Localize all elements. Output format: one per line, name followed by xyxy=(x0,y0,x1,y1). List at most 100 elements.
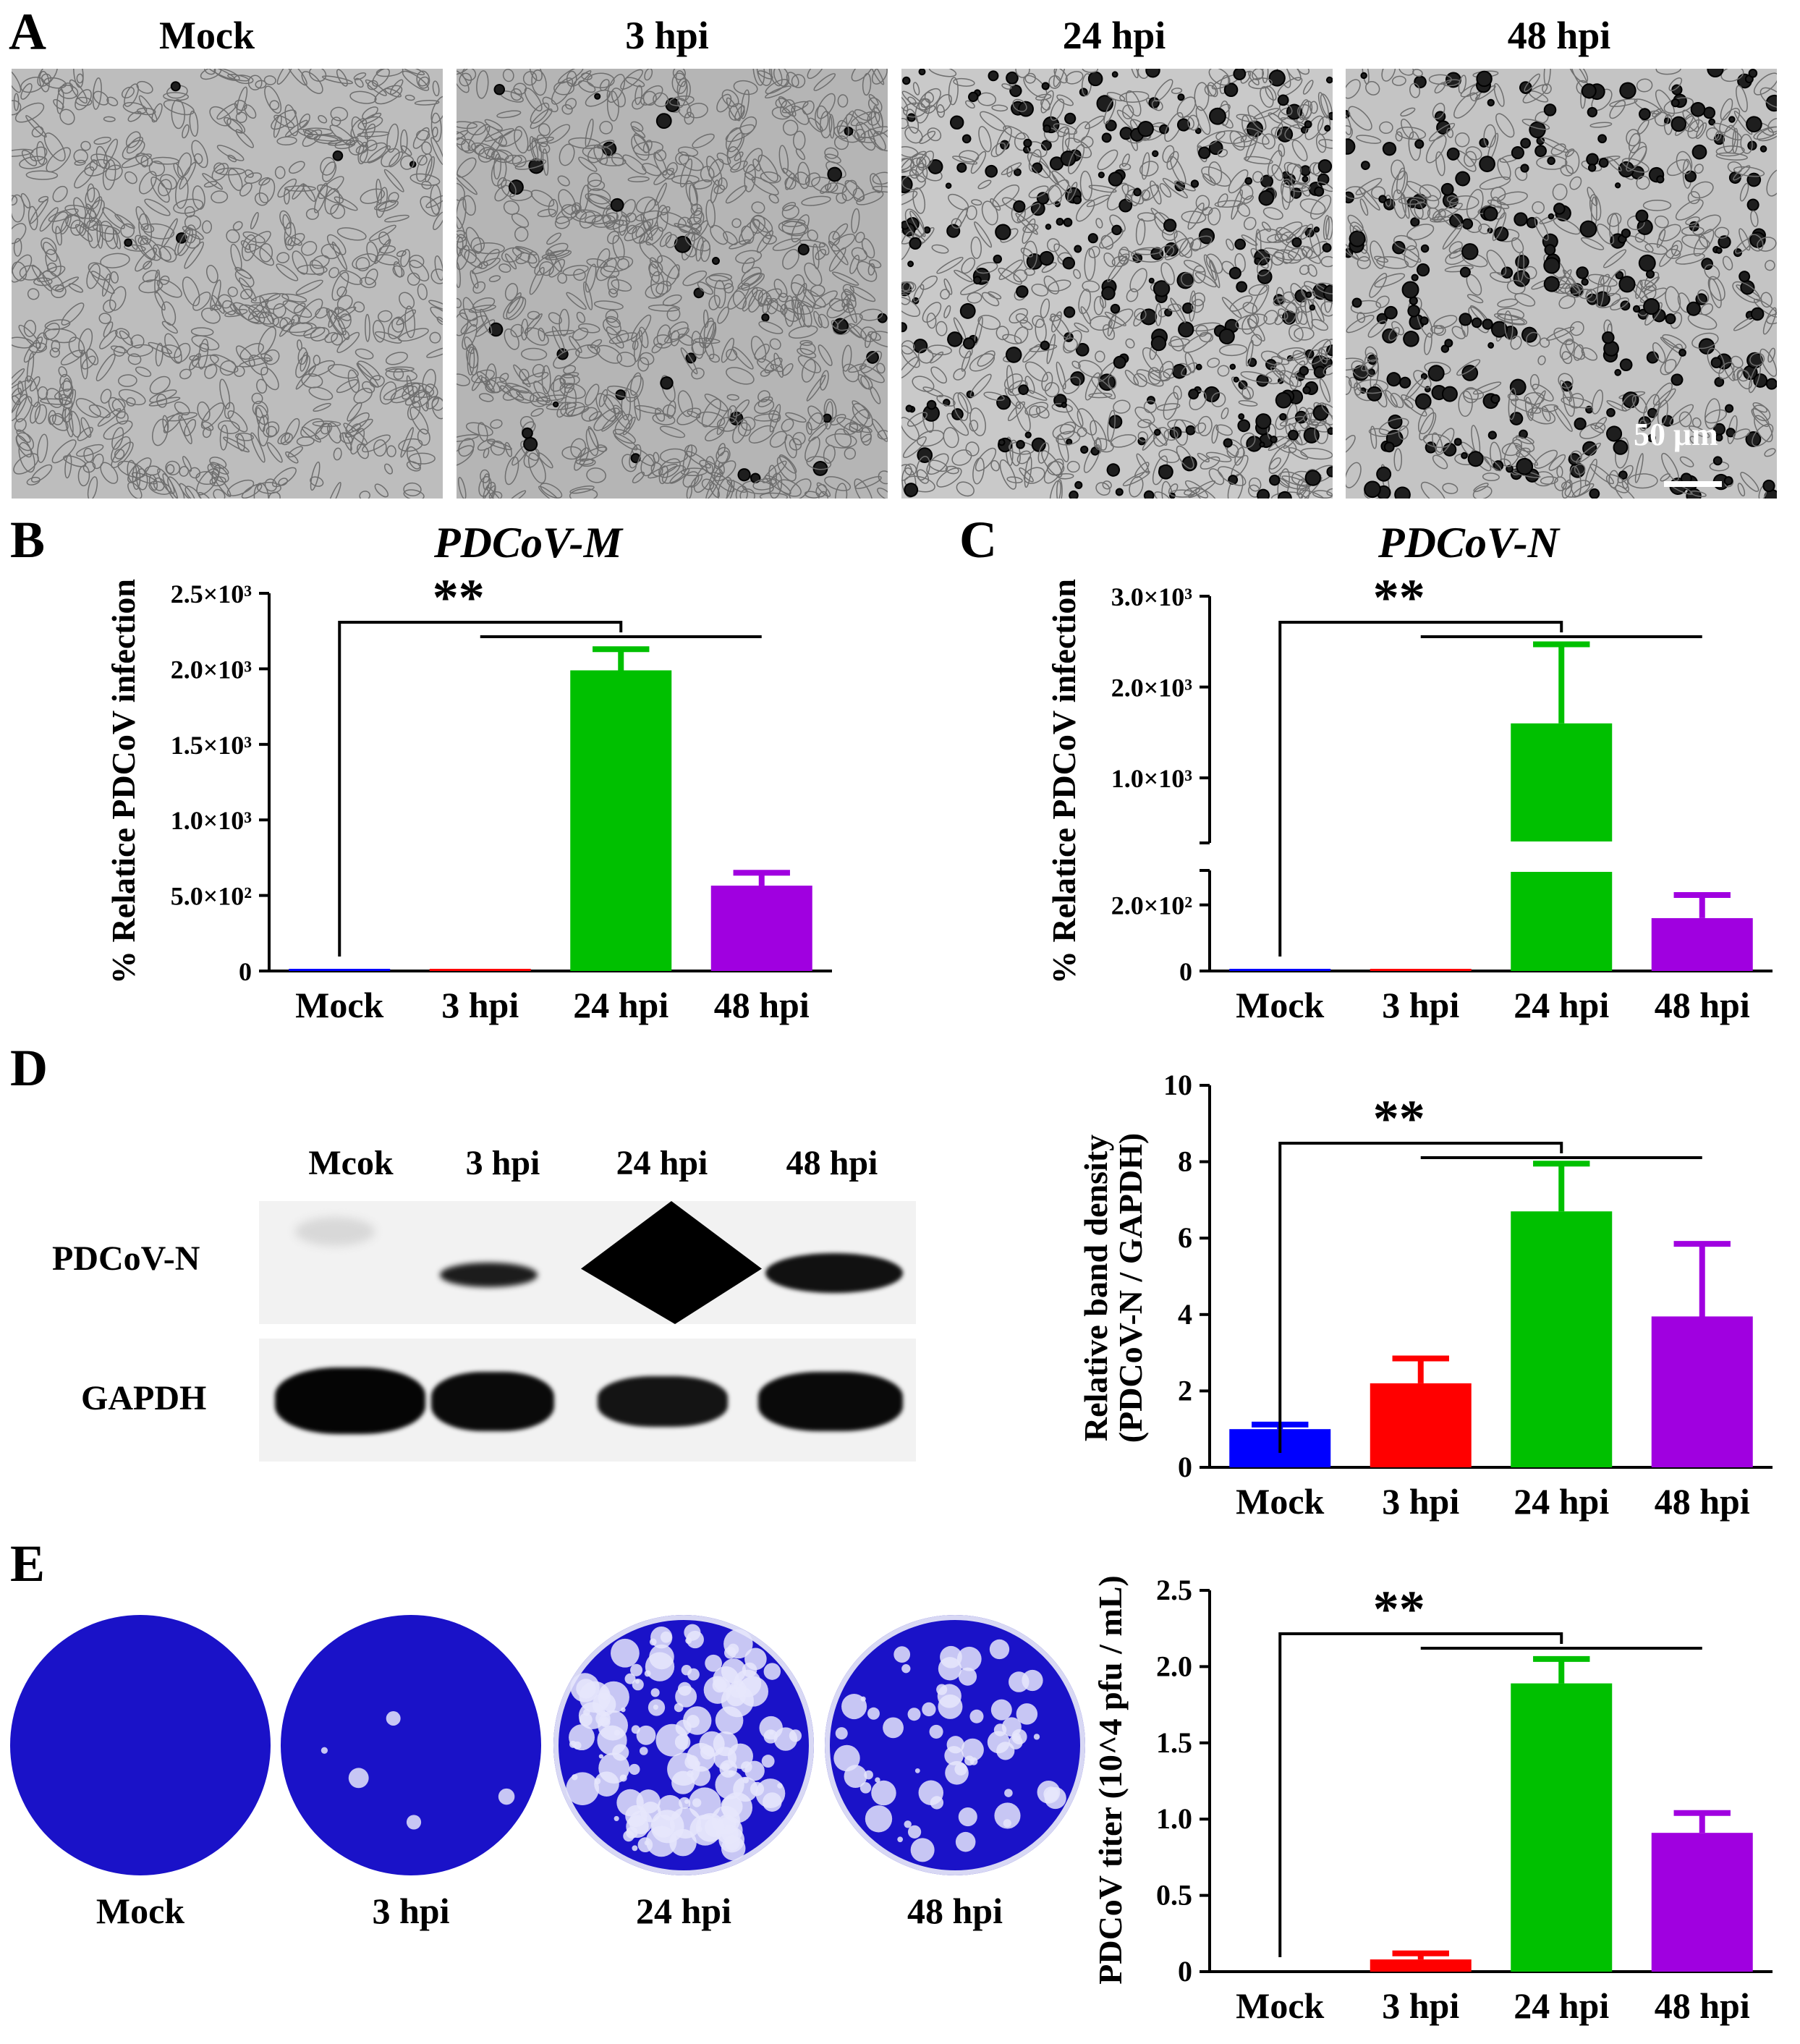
cell xyxy=(20,76,45,93)
cell xyxy=(1032,315,1045,328)
plaque xyxy=(632,1845,638,1852)
cell xyxy=(1697,289,1710,304)
y-tick-label: 0 xyxy=(239,957,252,986)
cell xyxy=(1075,342,1090,357)
cell xyxy=(235,345,255,368)
cell xyxy=(1509,378,1527,396)
cell xyxy=(1459,313,1472,326)
plaque xyxy=(897,1836,904,1843)
cell xyxy=(1022,344,1041,363)
plaque xyxy=(844,1765,867,1789)
cell xyxy=(1609,98,1638,107)
cell xyxy=(1159,183,1172,198)
plaque xyxy=(597,1725,627,1755)
cell xyxy=(375,69,404,77)
cell xyxy=(1048,279,1071,292)
cell xyxy=(671,174,700,185)
cell xyxy=(1511,146,1524,160)
cell xyxy=(1015,213,1038,235)
plate-label-48hpi: 48 hpi xyxy=(907,1891,1003,1931)
cell xyxy=(458,438,475,457)
cell xyxy=(1217,148,1228,158)
cell xyxy=(1367,386,1383,402)
cell xyxy=(1191,299,1205,313)
cell xyxy=(677,146,699,157)
cell xyxy=(1631,394,1648,414)
cell xyxy=(596,140,615,149)
plaque xyxy=(893,1646,911,1663)
cell xyxy=(1621,158,1650,173)
cell xyxy=(693,463,714,493)
cell xyxy=(1510,335,1522,350)
cell xyxy=(1072,195,1082,205)
cell xyxy=(1587,187,1598,206)
cell xyxy=(859,365,885,383)
cell xyxy=(1016,439,1025,449)
cell xyxy=(929,351,944,364)
cell xyxy=(1487,199,1510,209)
cell xyxy=(1406,224,1435,241)
cell xyxy=(1524,266,1537,280)
cell xyxy=(585,428,599,457)
cell xyxy=(116,411,129,425)
cell xyxy=(1596,224,1615,245)
cell xyxy=(353,72,367,80)
cell xyxy=(553,348,580,369)
plaque xyxy=(875,1777,880,1783)
cell xyxy=(1660,359,1677,376)
cell xyxy=(17,381,24,396)
cell xyxy=(576,311,586,323)
cell xyxy=(1275,287,1285,303)
cell xyxy=(575,344,600,359)
cell xyxy=(831,233,856,252)
cell xyxy=(269,100,280,111)
cell xyxy=(1231,189,1243,220)
cell xyxy=(867,97,883,114)
cell xyxy=(765,85,791,99)
cell xyxy=(806,456,832,470)
cell xyxy=(1069,490,1079,499)
cell xyxy=(1207,357,1220,368)
cell xyxy=(1398,197,1425,205)
cell xyxy=(635,196,656,213)
cell xyxy=(61,82,74,94)
cell xyxy=(1229,363,1236,370)
cell xyxy=(403,482,422,496)
cell xyxy=(750,336,767,363)
cell xyxy=(1277,94,1289,106)
cell xyxy=(12,336,35,349)
cell xyxy=(1615,271,1624,280)
plaque xyxy=(624,1673,636,1684)
cell xyxy=(25,375,39,407)
cell xyxy=(235,111,247,124)
cell xyxy=(593,407,620,431)
cell xyxy=(1713,122,1742,141)
cell xyxy=(714,450,729,470)
cell xyxy=(1211,424,1219,444)
cell xyxy=(404,389,426,406)
cell xyxy=(457,137,471,152)
chart-title: PDCoV-M xyxy=(433,519,624,567)
cell xyxy=(1098,171,1105,179)
cell xyxy=(716,152,731,165)
cell xyxy=(59,373,72,392)
cell xyxy=(1444,339,1453,348)
cell xyxy=(1017,387,1048,401)
cell xyxy=(1176,96,1197,118)
cell xyxy=(702,309,709,328)
cell xyxy=(990,459,1000,472)
cell xyxy=(192,355,219,368)
plaque-plate-3hpi xyxy=(281,1615,541,1875)
cell xyxy=(140,155,149,168)
cell xyxy=(973,276,982,285)
cell xyxy=(44,328,77,344)
cell xyxy=(490,440,506,456)
cell xyxy=(1393,234,1417,251)
cell xyxy=(1108,171,1124,187)
cell xyxy=(51,284,67,299)
cell xyxy=(759,492,789,499)
cell xyxy=(1609,100,1626,119)
cell xyxy=(634,330,643,362)
cell xyxy=(992,184,1020,208)
cell xyxy=(611,153,624,166)
